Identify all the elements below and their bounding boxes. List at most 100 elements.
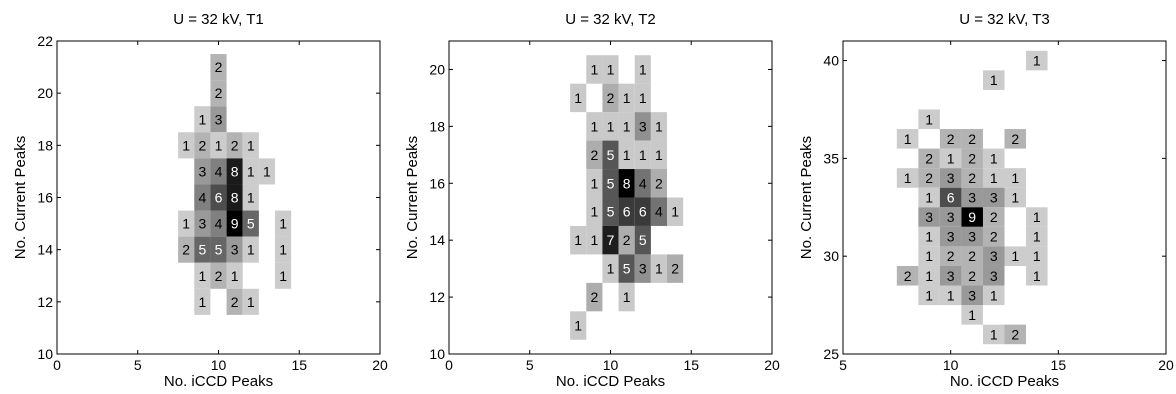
cell-count-label: 1 <box>925 248 933 264</box>
heatmap-cell <box>602 140 619 170</box>
cell-count-label: 1 <box>925 268 933 284</box>
cell-count-label: 1 <box>990 72 998 88</box>
heatmap-cell <box>961 168 983 188</box>
cell-count-label: 1 <box>947 287 955 303</box>
cell-count-label: 1 <box>904 131 912 147</box>
heatmap-cell <box>650 112 668 141</box>
y-axis-label: No. Current Peaks <box>12 136 29 259</box>
x-tick-label: 10 <box>211 357 227 373</box>
cell-count-label: 3 <box>198 216 206 232</box>
heatmap-cell <box>618 140 635 170</box>
cell-count-label: 1 <box>590 175 598 191</box>
cell-count-label: 8 <box>231 190 239 206</box>
heatmap-cell <box>918 226 940 247</box>
heatmap-cell <box>634 55 651 84</box>
heatmap-cell <box>602 83 619 113</box>
heatmap-cell <box>961 187 983 208</box>
x-tick-label: 5 <box>134 357 142 373</box>
heatmap-cell <box>1004 187 1027 208</box>
x-tick-label: 20 <box>1158 357 1174 373</box>
cell-count-label: 1 <box>590 118 598 134</box>
cell-count-label: 1 <box>247 294 255 310</box>
cell-count-label: 9 <box>968 209 976 225</box>
heatmap-cell <box>961 246 983 266</box>
heatmap-cell <box>242 210 259 237</box>
cell-count-label: 1 <box>1011 170 1019 186</box>
cell-count-label: 1 <box>247 242 255 258</box>
cell-count-label: 2 <box>904 268 912 284</box>
heatmap-cell <box>602 197 619 226</box>
cell-count-label: 1 <box>1011 190 1019 206</box>
cell-count-label: 1 <box>279 242 287 258</box>
cell-count-label: 1 <box>574 90 582 106</box>
cell-count-label: 3 <box>968 229 976 245</box>
heatmap-cell <box>602 55 619 84</box>
heatmap-cell <box>982 226 1005 247</box>
cell-count-label: 7 <box>607 232 615 248</box>
heatmap-cell <box>194 184 211 211</box>
cell-count-label: 2 <box>655 175 663 191</box>
cell-count-label: 2 <box>231 137 239 153</box>
x-tick-label: 0 <box>445 357 453 373</box>
cell-count-label: 1 <box>904 170 912 186</box>
heatmap-cell <box>258 158 276 185</box>
heatmap-cell <box>602 254 619 283</box>
cell-count-label: 1 <box>623 289 631 305</box>
heatmap-cell <box>896 168 919 188</box>
cell-count-label: 1 <box>1033 268 1041 284</box>
heatmap-cell <box>918 265 940 286</box>
cell-count-label: 1 <box>590 204 598 220</box>
heatmap-cell <box>918 187 940 208</box>
heatmap-cell <box>570 225 587 255</box>
cell-count-label: 1 <box>968 307 976 323</box>
cell-count-label: 5 <box>607 175 615 191</box>
heatmap-cell <box>586 112 603 141</box>
cell-count-label: 1 <box>279 268 287 284</box>
cell-count-label: 1 <box>639 90 647 106</box>
heatmap-cell <box>650 169 668 198</box>
heatmap-cell <box>275 262 292 289</box>
heatmap-cell <box>1004 246 1027 266</box>
heatmap-cell <box>226 210 243 237</box>
cell-count-label: 1 <box>639 147 647 163</box>
cell-count-label: 2 <box>925 170 933 186</box>
cell-count-label: 3 <box>990 248 998 264</box>
heatmap-cell <box>982 246 1005 266</box>
heatmap-cell <box>586 197 603 226</box>
heatmap-cell <box>918 109 940 130</box>
cell-count-label: 4 <box>215 216 223 232</box>
heatmap-cell <box>226 158 243 185</box>
heatmap-cell <box>939 207 962 227</box>
cell-count-label: 2 <box>925 150 933 166</box>
heatmap-cell <box>242 132 259 159</box>
heatmap-cell <box>226 262 243 289</box>
x-tick-label: 10 <box>603 357 619 373</box>
y-tick-label: 12 <box>37 294 53 310</box>
heatmap-cell <box>586 55 603 84</box>
heatmap-cell <box>178 210 195 237</box>
heatmap-cell <box>194 236 211 263</box>
cell-count-label: 9 <box>231 216 239 232</box>
cell-count-label: 3 <box>198 163 206 179</box>
cell-count-label: 1 <box>574 232 582 248</box>
heatmap-cell <box>650 140 668 170</box>
heatmap-cell <box>210 236 227 263</box>
heatmap-cell <box>194 106 211 133</box>
heatmap-cell <box>226 132 243 159</box>
heatmap-cell <box>275 210 292 237</box>
cell-count-label: 4 <box>655 204 663 220</box>
cell-count-label: 8 <box>231 163 239 179</box>
cell-count-label: 1 <box>1033 53 1041 69</box>
heatmap-cell <box>961 265 983 286</box>
heatmap-cell <box>918 168 940 188</box>
cell-count-label: 3 <box>947 229 955 245</box>
cell-count-label: 3 <box>968 190 976 206</box>
heatmap-cell <box>961 129 983 149</box>
cell-count-label: 2 <box>182 242 190 258</box>
heatmap-cell <box>939 168 962 188</box>
heatmap-cell <box>1026 50 1048 71</box>
heatmap-cell <box>210 106 227 133</box>
heatmap-cell <box>939 226 962 247</box>
cell-count-label: 1 <box>198 268 206 284</box>
cell-count-label: 2 <box>215 59 223 75</box>
